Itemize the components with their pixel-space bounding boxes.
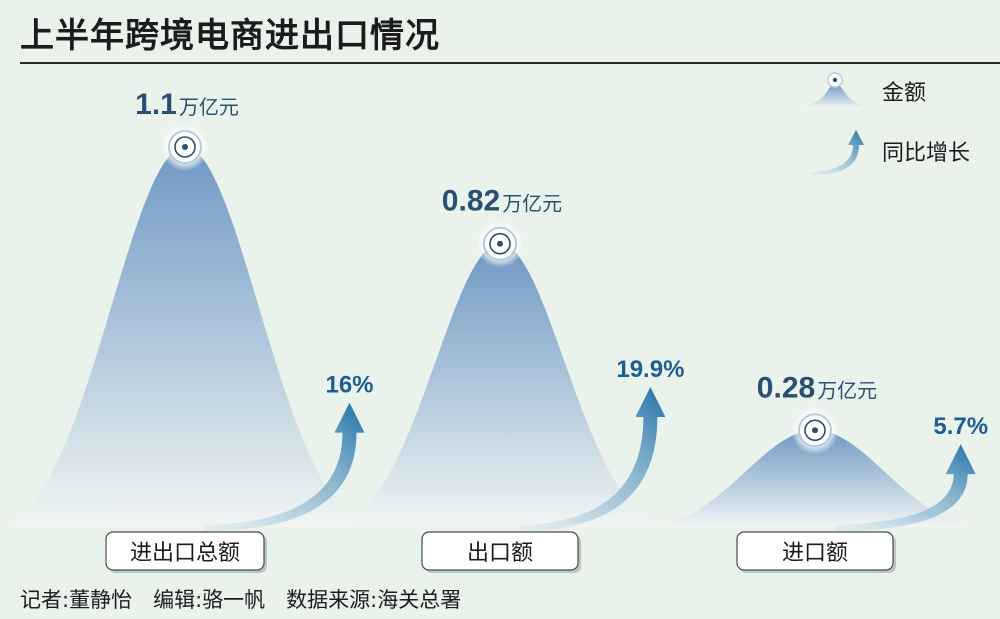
legend-amount-icon [800, 72, 870, 108]
category-label: 进出口总额 [130, 540, 240, 565]
peak-target-icon [791, 406, 839, 455]
growth-arrow-icon [835, 444, 976, 531]
peak-target-icon [476, 219, 524, 268]
category-label-box: 进口额 [736, 531, 896, 573]
growth-value-label: 19.9% [616, 356, 684, 383]
mountain-1 [10, 147, 360, 527]
category-label: 出口额 [467, 540, 533, 565]
mountain-3 [660, 430, 970, 527]
growth-arrow-icon [520, 387, 666, 531]
chart-labels: 1.1 万亿元 16% 0.82 万亿元 19.9% 0.28 万亿元 5.7% [135, 88, 988, 440]
amount-value-label: 0.28 万亿元 [757, 371, 877, 404]
growth-arrow-icon [205, 402, 365, 531]
legend-growth-label: 同比增长 [882, 140, 970, 165]
peak-target-icon [161, 123, 209, 171]
category-boxes: 进出口总额 出口额 进口额 [105, 531, 896, 573]
legend-amount-label: 金额 [882, 80, 926, 105]
growth-arrow-series [205, 387, 976, 531]
title-divider [20, 62, 1000, 64]
growth-value-label: 16% [325, 372, 373, 399]
amount-value-label: 0.82 万亿元 [442, 185, 562, 218]
category-label: 进口额 [782, 540, 848, 565]
mountain-2 [340, 243, 660, 527]
credits-footer: 记者:董静怡 编辑:骆一帆 数据来源:海关总署 [20, 588, 462, 612]
growth-value-label: 5.7% [933, 413, 988, 440]
category-label-box: 进出口总额 [105, 531, 267, 573]
mountain-series [10, 147, 970, 527]
category-label-box: 出口额 [421, 531, 581, 573]
amount-value-label: 1.1 万亿元 [135, 88, 239, 121]
peak-marker-series [161, 123, 839, 455]
legend-growth-icon [812, 130, 864, 175]
chart-title: 上半年跨境电商进出口情况 [20, 16, 440, 56]
